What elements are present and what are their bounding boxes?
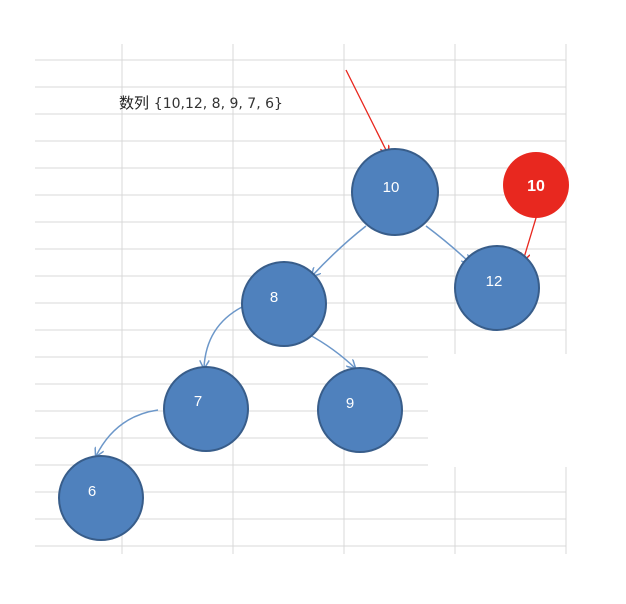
edge-10-12 (425, 225, 470, 263)
node-label-6: 6 (88, 483, 96, 500)
node-label-12: 12 (486, 273, 503, 290)
edge-8-7 (204, 306, 243, 368)
node-label-8: 8 (270, 289, 278, 306)
insert-pointer-arrow (345, 69, 388, 154)
edge-7-6 (96, 409, 159, 456)
tree-node-12: 12 (454, 245, 540, 331)
tree-node-7: 7 (163, 366, 249, 452)
caption-prefix: 数列 (119, 94, 150, 112)
node-label-7: 7 (194, 393, 202, 410)
tree-edges (96, 225, 470, 456)
node-label-10: 10 (383, 179, 400, 196)
caption-sequence: {10,12, 8, 9, 7, 6} (153, 96, 283, 112)
sequence-caption: 数列 {10,12, 8, 9, 7, 6} (119, 92, 283, 113)
edge-8-9 (307, 333, 355, 368)
tree-node-8: 8 (241, 261, 327, 347)
inserted-value-badge: 10 (503, 152, 569, 218)
badge-label: 10 (527, 178, 545, 195)
tree-node-10: 10 (351, 148, 439, 236)
tree-node-6: 6 (58, 455, 144, 541)
tree-nodes: 10 12 8 7 9 6 (58, 148, 540, 541)
tree-node-9: 9 (317, 367, 403, 453)
blank-area (428, 354, 570, 467)
node-label-9: 9 (346, 395, 354, 412)
edge-10-8 (312, 225, 367, 276)
